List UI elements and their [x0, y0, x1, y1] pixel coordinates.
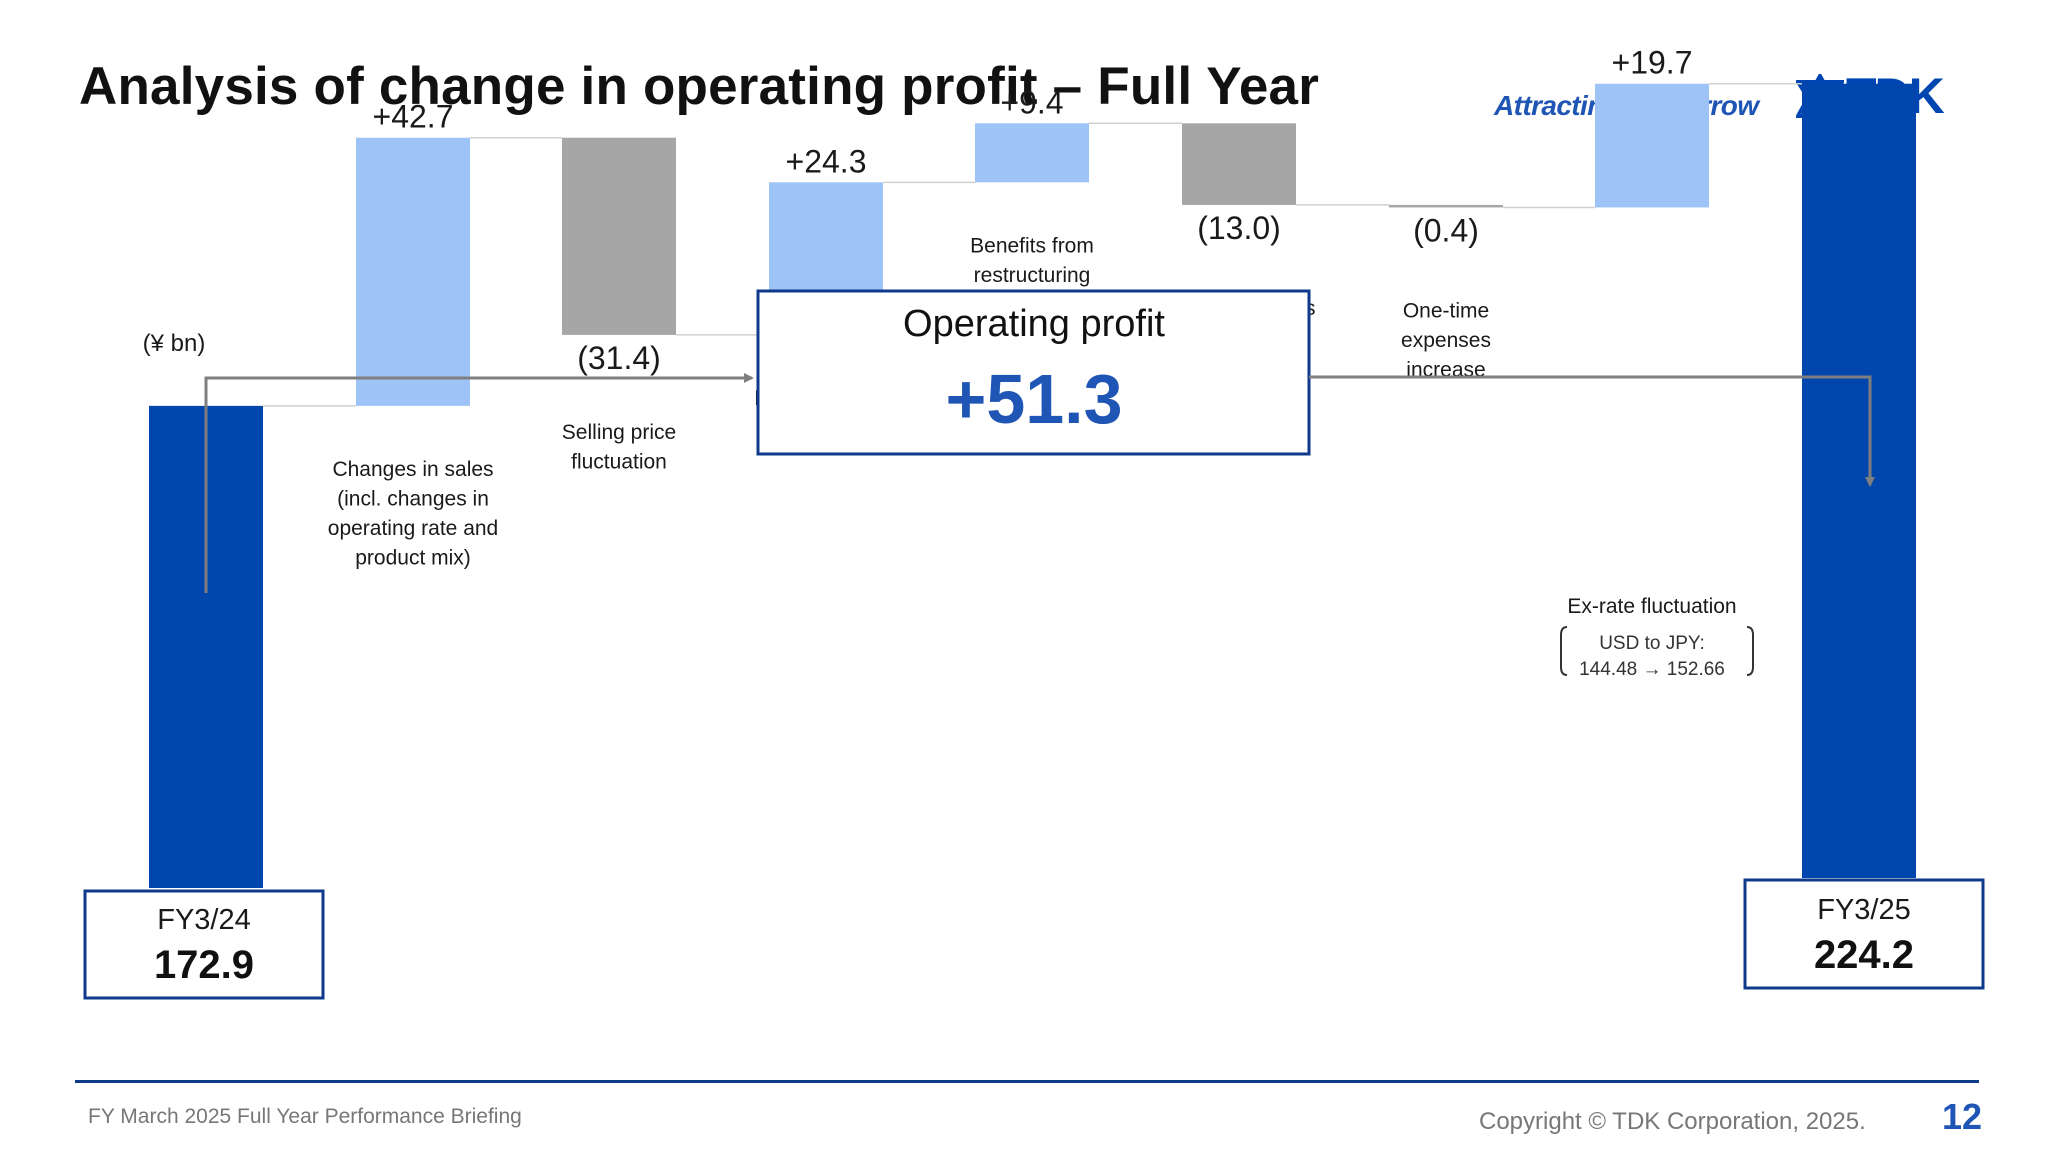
category-label-step-6: expenses	[1401, 329, 1491, 352]
start-period-label: FY3/24	[157, 904, 251, 936]
operating-profit-change: +51.3	[945, 360, 1122, 438]
end-value-label: 224.2	[1814, 933, 1914, 977]
value-label-step-2: (31.4)	[577, 340, 661, 376]
category-label-step-1: (incl. changes in	[337, 487, 489, 510]
operating-profit-title: Operating profit	[903, 303, 1165, 345]
category-label-step-2: Selling price	[562, 421, 676, 444]
operating-profit-box	[756, 289, 1311, 456]
footer-copyright: Copyright © TDK Corporation, 2025.	[1479, 1108, 1866, 1135]
unit-label: (¥ bn)	[143, 330, 206, 357]
bar-step-6	[1389, 204, 1503, 208]
bar-step-4	[975, 123, 1089, 183]
start-total-box	[83, 889, 325, 1000]
value-label-step-1: +42.7	[373, 99, 454, 135]
end-period-label: FY3/25	[1817, 894, 1911, 926]
value-label-step-5: (13.0)	[1197, 210, 1281, 246]
bracket-left	[1560, 626, 1568, 676]
bar-end-total	[1802, 83, 1916, 878]
category-label-step-1: operating rate and	[328, 517, 498, 540]
category-label-step-1: product mix)	[355, 546, 471, 569]
page-title: Analysis of change in operating profit –…	[79, 57, 1320, 116]
category-label-step-1: Changes in sales	[332, 458, 493, 481]
sub-label-exrate: 144.48 → 152.66	[1579, 659, 1725, 680]
category-label-step-7: Ex-rate fluctuation	[1567, 595, 1736, 618]
category-label-step-2: fluctuation	[571, 450, 667, 473]
sub-label-exrate: USD to JPY:	[1599, 633, 1705, 654]
footer-divider	[75, 1080, 1979, 1083]
value-label-step-4: +9.4	[1000, 84, 1063, 120]
value-label-step-3: +24.3	[786, 143, 867, 179]
start-value-label: 172.9	[154, 943, 254, 987]
category-label-step-6: One-time	[1403, 299, 1489, 322]
category-label-step-4: restructuring	[974, 264, 1091, 287]
arrow-start-to-change	[204, 373, 754, 593]
arrow-change-to-end	[1309, 375, 1875, 487]
bar-step-1	[356, 137, 470, 406]
bracket-right	[1746, 626, 1754, 676]
bar-step-5	[1182, 123, 1296, 205]
bar-step-2	[562, 137, 676, 335]
page-number: 12	[1942, 1096, 1983, 1137]
end-total-box	[1743, 878, 1985, 990]
value-label-step-6: (0.4)	[1413, 212, 1479, 248]
category-label-step-4: Benefits from	[970, 234, 1094, 257]
footer-presentation-title: FY March 2025 Full Year Performance Brie…	[88, 1105, 522, 1128]
value-label-step-7: +19.7	[1612, 45, 1693, 81]
bar-step-7	[1595, 83, 1709, 208]
